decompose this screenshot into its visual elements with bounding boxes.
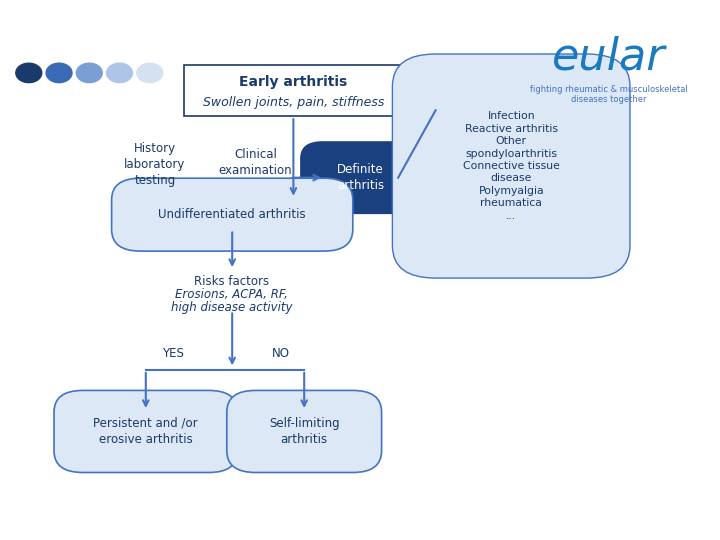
Circle shape <box>76 63 102 83</box>
Text: History
laboratory
testing: History laboratory testing <box>124 142 186 187</box>
Text: Persistent and /or
erosive arthritis: Persistent and /or erosive arthritis <box>94 417 198 446</box>
Text: Swollen joints, pain, stiffness: Swollen joints, pain, stiffness <box>203 96 384 109</box>
FancyBboxPatch shape <box>392 54 630 278</box>
Text: NO: NO <box>272 347 289 360</box>
FancyBboxPatch shape <box>301 142 420 213</box>
FancyBboxPatch shape <box>227 390 382 472</box>
Text: Definite
arthritis: Definite arthritis <box>337 163 384 192</box>
Text: Early arthritis: Early arthritis <box>239 75 348 89</box>
Text: YES: YES <box>162 347 184 360</box>
Text: fighting rheumatic & musculoskeletal
diseases together: fighting rheumatic & musculoskeletal dis… <box>529 85 688 104</box>
Text: eular: eular <box>552 35 665 78</box>
FancyBboxPatch shape <box>112 178 353 251</box>
Text: Risks factors: Risks factors <box>194 275 269 288</box>
Text: Infection
Reactive arthritis
Other
spondyloarthritis
Connective tissue
disease
P: Infection Reactive arthritis Other spond… <box>463 111 559 221</box>
FancyBboxPatch shape <box>184 65 403 116</box>
Circle shape <box>46 63 72 83</box>
Circle shape <box>107 63 132 83</box>
Text: Undifferentiated arthritis: Undifferentiated arthritis <box>158 208 306 221</box>
Circle shape <box>16 63 42 83</box>
FancyBboxPatch shape <box>54 390 238 472</box>
Text: Clinical
examination: Clinical examination <box>219 147 292 177</box>
Text: Erosions, ACPA, RF,: Erosions, ACPA, RF, <box>176 288 288 301</box>
Text: Self-limiting
arthritis: Self-limiting arthritis <box>269 417 340 446</box>
Text: high disease activity: high disease activity <box>171 301 292 314</box>
Circle shape <box>137 63 163 83</box>
